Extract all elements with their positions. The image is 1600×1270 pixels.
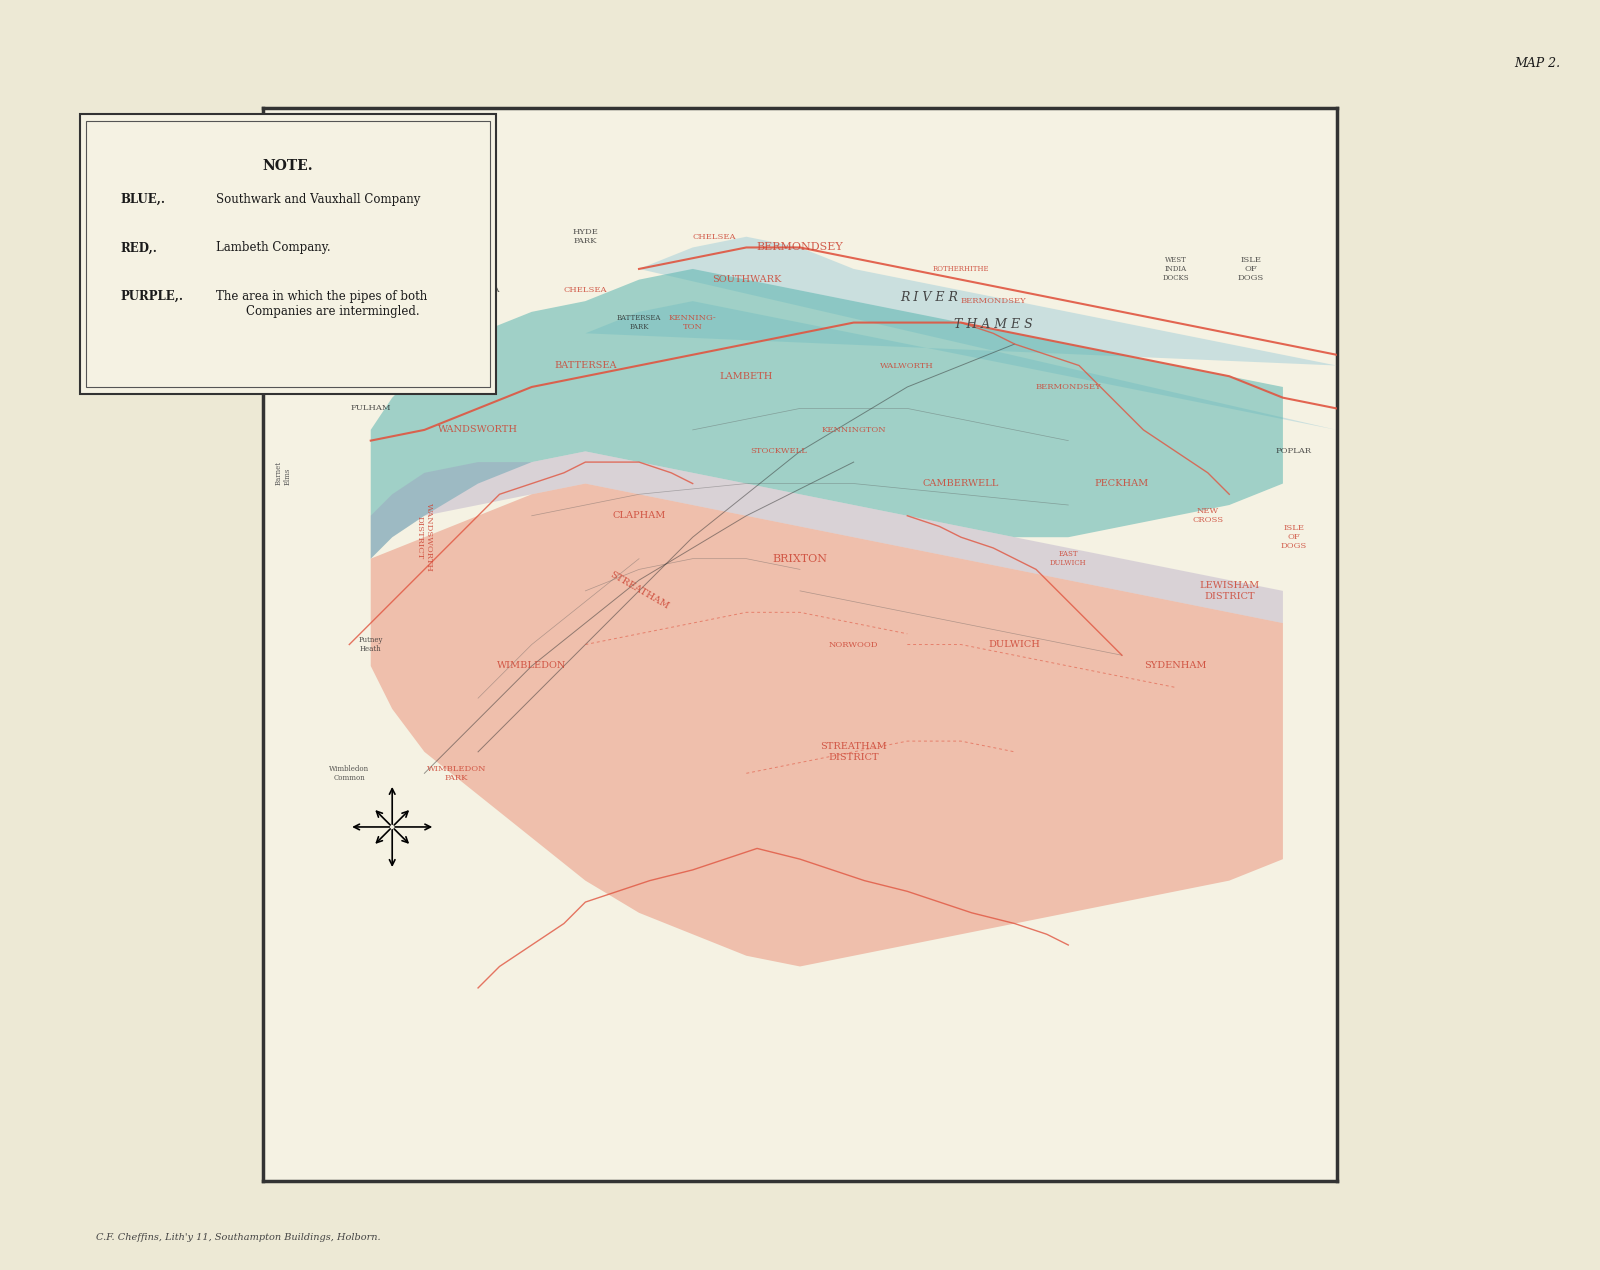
Text: MAP 2.: MAP 2. bbox=[1514, 57, 1560, 70]
Text: WIMBLEDON: WIMBLEDON bbox=[498, 662, 566, 671]
Text: LAMBETH: LAMBETH bbox=[720, 372, 773, 381]
Text: KENNINGTON: KENNINGTON bbox=[821, 425, 886, 434]
Text: Southwark and Vauxhall Company: Southwark and Vauxhall Company bbox=[216, 193, 421, 206]
Text: The area in which the pipes of both
        Companies are intermingled.: The area in which the pipes of both Comp… bbox=[216, 290, 427, 318]
Text: WEST
INDIA
DOCKS: WEST INDIA DOCKS bbox=[1162, 255, 1189, 282]
Text: CAMBERWELL: CAMBERWELL bbox=[923, 479, 998, 488]
Text: NOTE.: NOTE. bbox=[262, 159, 314, 173]
Text: FULHAM: FULHAM bbox=[350, 404, 390, 413]
Text: BATTERSEA: BATTERSEA bbox=[554, 361, 616, 370]
Polygon shape bbox=[371, 451, 1283, 624]
Text: ROTHERHITHE: ROTHERHITHE bbox=[933, 265, 989, 273]
Text: WALWORTH: WALWORTH bbox=[880, 362, 934, 370]
Text: BERMONDSEY: BERMONDSEY bbox=[757, 243, 843, 253]
Text: Barnet
Elms: Barnet Elms bbox=[274, 461, 291, 485]
Text: STREATHAM: STREATHAM bbox=[608, 570, 670, 611]
Text: STREATHAM
DISTRICT: STREATHAM DISTRICT bbox=[821, 742, 886, 762]
Text: NEW
CROSS: NEW CROSS bbox=[1192, 507, 1224, 525]
Text: WANDSWORTH: WANDSWORTH bbox=[438, 425, 518, 434]
Text: EAST
DULWICH: EAST DULWICH bbox=[1050, 550, 1086, 568]
Text: ISLE
OF
DOGS: ISLE OF DOGS bbox=[1280, 525, 1307, 550]
Text: BRIXTON: BRIXTON bbox=[773, 554, 827, 564]
Text: CLAPHAM: CLAPHAM bbox=[613, 512, 666, 521]
Text: PECKHAM: PECKHAM bbox=[1094, 479, 1149, 488]
Text: C.F. Cheffins, Lith'y 11, Southampton Buildings, Holborn.: C.F. Cheffins, Lith'y 11, Southampton Bu… bbox=[96, 1233, 381, 1242]
Text: R I V E R: R I V E R bbox=[899, 291, 958, 304]
Polygon shape bbox=[371, 269, 1283, 559]
Text: HYDE
PARK: HYDE PARK bbox=[573, 229, 598, 245]
Polygon shape bbox=[371, 484, 1283, 966]
Text: BERMONDSEY: BERMONDSEY bbox=[1035, 384, 1101, 391]
Text: BERMONDSEY: BERMONDSEY bbox=[960, 297, 1026, 305]
Text: NORWOOD: NORWOOD bbox=[829, 640, 878, 649]
Text: BATTERSEA
PARK: BATTERSEA PARK bbox=[618, 314, 661, 331]
Text: STOCKWELL: STOCKWELL bbox=[750, 447, 806, 456]
Text: T H A M E S: T H A M E S bbox=[954, 318, 1032, 331]
Text: SOUTHWARK: SOUTHWARK bbox=[712, 276, 781, 284]
Text: PURPLE,.: PURPLE,. bbox=[120, 290, 182, 302]
Text: WANDSWORTH
DISTRICT: WANDSWORTH DISTRICT bbox=[416, 503, 434, 572]
Polygon shape bbox=[586, 236, 1336, 429]
Text: LEWISHAM
DISTRICT: LEWISHAM DISTRICT bbox=[1198, 582, 1259, 601]
Text: Putney
Heath: Putney Heath bbox=[358, 636, 382, 653]
Text: DULWICH: DULWICH bbox=[989, 640, 1040, 649]
Text: POPLAR: POPLAR bbox=[1275, 447, 1312, 456]
Text: KENNING-
TON: KENNING- TON bbox=[669, 314, 717, 331]
Text: CHELSEA: CHELSEA bbox=[456, 287, 499, 295]
Text: Wimbledon
Common: Wimbledon Common bbox=[330, 765, 370, 782]
Text: RED,.: RED,. bbox=[120, 241, 157, 254]
Text: BLUE,.: BLUE,. bbox=[120, 193, 165, 206]
Text: ISLE
OF
DOGS: ISLE OF DOGS bbox=[1237, 255, 1264, 282]
Text: Lambeth Company.: Lambeth Company. bbox=[216, 241, 331, 254]
Text: CHELSEA: CHELSEA bbox=[563, 287, 606, 295]
Text: WIMBLEDON
PARK: WIMBLEDON PARK bbox=[427, 765, 486, 782]
Text: SYDENHAM: SYDENHAM bbox=[1144, 662, 1206, 671]
Text: CHELSEA: CHELSEA bbox=[693, 232, 736, 241]
